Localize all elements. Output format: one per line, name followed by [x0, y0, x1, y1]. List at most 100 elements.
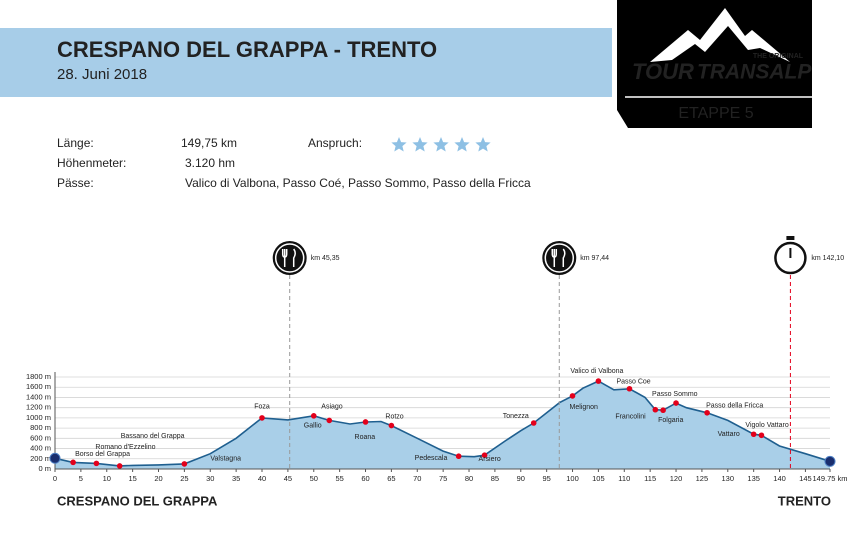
x-tick-label: 130: [722, 474, 735, 483]
x-tick-label: 60: [361, 474, 369, 483]
x-tick-label: 15: [128, 474, 136, 483]
place-label: Asiago: [321, 403, 343, 410]
marker-label: km 45,35: [311, 255, 340, 262]
place-label: Rotzo: [385, 413, 403, 420]
y-tick-label: 1600 m: [26, 382, 51, 391]
place-point: [326, 417, 333, 424]
finish-label: TRENTO: [778, 493, 831, 508]
info-value: 3.120 hm: [185, 156, 235, 170]
x-tick-label: 0: [53, 474, 57, 483]
timer-icon: [786, 236, 795, 240]
x-tick-label: 85: [491, 474, 499, 483]
x-tick-label: 145: [799, 474, 812, 483]
place-point: [259, 415, 265, 421]
place-point: [569, 393, 576, 399]
star: [454, 137, 470, 152]
place-label: Vattaro: [718, 431, 740, 438]
food-icon: [542, 241, 577, 275]
info-label: Anspruch:: [308, 136, 362, 150]
place-label: Arsiero: [479, 456, 501, 463]
x-tick-label: 105: [592, 474, 605, 483]
x-tick-label: 10: [103, 474, 111, 483]
logo-word: TRANSALP: [697, 61, 812, 84]
x-tick-label: 30: [206, 474, 214, 483]
y-tick-label: 1200 m: [26, 403, 51, 412]
place-point: [70, 459, 76, 466]
info-value: Valico di Valbona, Passo Coé, Passo Somm…: [185, 176, 531, 190]
place-label: Francolini: [615, 414, 646, 421]
y-tick-label: 600 m: [30, 433, 51, 442]
y-tick-label: 1400 m: [26, 392, 51, 401]
place-label: Roana: [355, 434, 376, 441]
x-tick-label: 140: [773, 474, 786, 483]
x-tick-label: 135: [747, 474, 760, 483]
y-tick-label: 1000 m: [26, 413, 51, 422]
x-tick-label: 149.75 km: [812, 474, 847, 483]
place-label: Foza: [254, 404, 270, 411]
x-tick-label: 65: [387, 474, 395, 483]
food-icon: [272, 241, 307, 275]
place-point: [673, 400, 679, 406]
x-tick-label: 120: [670, 474, 683, 483]
x-tick-label: 95: [542, 474, 550, 483]
place-point: [455, 453, 462, 460]
x-tick-label: 35: [232, 474, 240, 483]
place-point: [750, 431, 757, 438]
y-tick-label: 800 m: [30, 423, 51, 432]
place-point: [362, 419, 369, 425]
star: [433, 137, 449, 152]
start-label: CRESPANO DEL GRAPPA: [57, 493, 218, 508]
place-point: [652, 406, 659, 413]
logo-mountains: [650, 8, 790, 62]
place-label: Vigolo Vattaro: [745, 422, 788, 429]
header-band: [0, 28, 612, 97]
x-tick-label: 115: [644, 474, 656, 483]
title: CRESPANO DEL GRAPPA - TRENTO: [57, 37, 437, 62]
place-label: Melignon: [570, 404, 599, 411]
food-icon: [551, 248, 566, 267]
place-point: [530, 420, 537, 426]
info-label: Länge:: [57, 136, 94, 150]
place-label: Borso del Grappa: [75, 451, 130, 458]
place-label: Bassano del Grappa: [121, 433, 185, 440]
place-label: Romano d'Ezzelino: [95, 444, 155, 451]
logo-word: TOUR: [632, 59, 694, 84]
food-icon: [274, 243, 305, 273]
place-point: [116, 463, 123, 469]
place-point: [481, 452, 488, 459]
place-point: [758, 432, 765, 439]
marker-label: km 142,10: [811, 255, 844, 262]
endpoint: [824, 455, 836, 467]
place-label: Passo Coe: [616, 379, 650, 386]
x-tick-label: 90: [517, 474, 525, 483]
place-point: [704, 409, 710, 416]
star: [475, 137, 491, 152]
place-point: [388, 422, 395, 429]
logo-tagline: THE ORIGINAL: [753, 53, 804, 60]
place-label: Passo Sommo: [652, 391, 698, 398]
star: [412, 137, 428, 152]
place-label: Folgaria: [658, 417, 683, 424]
x-tick-label: 25: [180, 474, 188, 483]
place-label: Tonezza: [503, 413, 529, 420]
profile-area: [55, 381, 830, 469]
info-label: Höhenmeter:: [57, 156, 126, 170]
place-point: [181, 461, 188, 467]
x-tick-label: 55: [335, 474, 343, 483]
info-value: 149,75 km: [181, 136, 237, 150]
x-tick-label: 80: [465, 474, 473, 483]
x-tick-label: 110: [618, 474, 630, 483]
date: 28. Juni 2018: [57, 66, 147, 83]
x-tick-label: 50: [310, 474, 318, 483]
food-icon: [544, 243, 575, 273]
place-label: Gallio: [304, 423, 322, 430]
y-tick-label: 200 m: [30, 454, 51, 463]
place-point: [626, 385, 633, 392]
x-tick-label: 40: [258, 474, 266, 483]
food-icon: [281, 248, 296, 267]
x-tick-label: 45: [284, 474, 292, 483]
rating: [391, 137, 491, 152]
x-tick-label: 125: [696, 474, 709, 483]
logo-box: [617, 0, 812, 128]
